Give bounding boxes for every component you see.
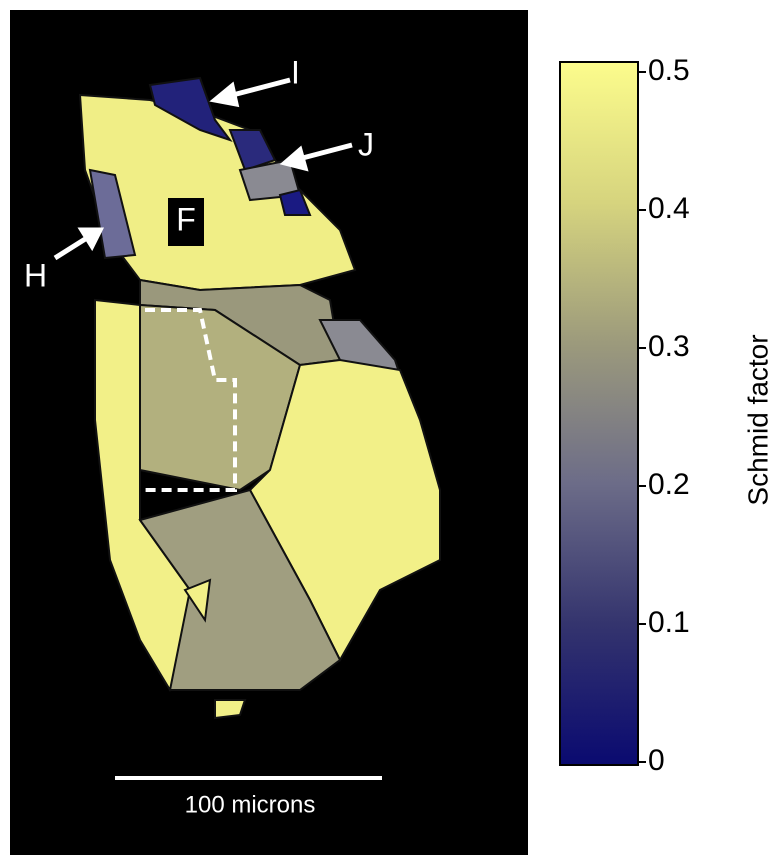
colorbar-tick-label: 0.3 [648, 330, 690, 363]
colorbar-tick-label: 0.5 [648, 54, 690, 87]
label-j: J [358, 126, 374, 162]
colorbar-tick-label: 0.1 [648, 606, 690, 639]
label-f: F [176, 201, 196, 237]
figure: I J H F 100 microns Schmid factor 0 0.1 0.… [0, 0, 777, 855]
label-h: H [24, 257, 47, 293]
scale-bar-label: 100 microns [185, 791, 316, 818]
colorbar [560, 62, 638, 765]
colorbar-label: Schmid factor [742, 334, 773, 505]
colorbar-tick-label: 0.2 [648, 468, 690, 501]
colorbar-tick-label: 0.4 [648, 192, 690, 225]
colorbar-tick-label: 0 [648, 744, 665, 777]
label-i: I [291, 54, 300, 90]
